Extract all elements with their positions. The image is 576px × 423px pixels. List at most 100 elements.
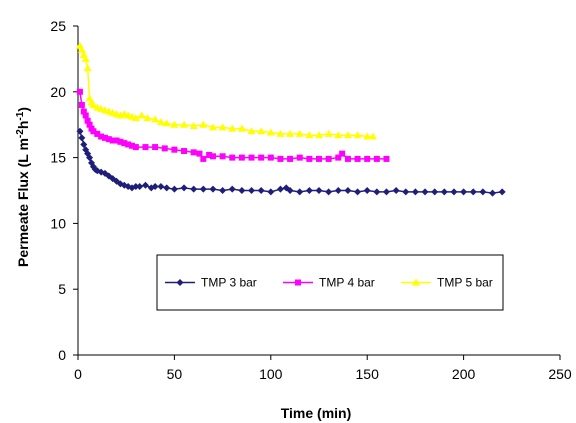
data-point — [190, 185, 198, 193]
data-point — [411, 188, 419, 196]
data-point — [180, 184, 188, 192]
data-point — [101, 134, 108, 141]
y-tick-label: 15 — [50, 150, 66, 166]
data-point — [344, 155, 351, 162]
data-point — [200, 155, 207, 162]
data-point — [228, 185, 236, 193]
data-point — [286, 187, 294, 194]
data-point — [498, 188, 506, 196]
x-tick-label: 250 — [548, 366, 572, 382]
data-point — [315, 131, 323, 139]
x-tick-label: 200 — [452, 366, 476, 382]
data-point — [117, 138, 124, 145]
y-axis-title-sup1: -2 — [15, 129, 26, 138]
data-point — [450, 188, 458, 196]
data-point — [143, 114, 152, 122]
data-point — [335, 154, 342, 161]
legend: TMP 3 bar TMP 4 bar TMP 5 bar — [156, 254, 504, 311]
data-point — [368, 132, 377, 140]
data-point — [229, 154, 236, 161]
y-axis-title-end: ) — [15, 107, 31, 112]
series-line — [79, 91, 387, 160]
data-point — [353, 131, 362, 139]
series-3 — [75, 41, 377, 140]
y-axis-title-mid: h — [15, 121, 31, 130]
legend-label: TMP 5 bar — [437, 276, 493, 290]
data-point — [84, 117, 91, 124]
legend-item: TMP 3 bar — [165, 276, 257, 290]
data-point — [94, 130, 101, 137]
data-point — [383, 155, 390, 162]
data-point — [277, 155, 284, 162]
data-point — [315, 187, 323, 194]
data-point — [334, 187, 342, 194]
data-point — [82, 112, 89, 119]
data-point — [364, 155, 371, 162]
data-point — [199, 185, 207, 193]
y-tick-label: 10 — [50, 215, 66, 231]
data-point — [296, 188, 304, 196]
data-point — [237, 124, 246, 132]
data-point — [105, 136, 112, 143]
data-point — [247, 127, 256, 135]
data-point — [325, 188, 333, 196]
data-point — [286, 129, 295, 137]
data-point — [189, 122, 198, 130]
x-tick-label: 150 — [356, 366, 380, 382]
data-point — [77, 45, 86, 53]
data-point — [343, 131, 352, 139]
data-point — [295, 129, 304, 137]
data-point — [208, 123, 217, 131]
data-point — [440, 188, 448, 196]
data-point — [132, 183, 140, 191]
data-point — [121, 140, 128, 147]
data-point — [258, 154, 265, 161]
data-point — [180, 120, 189, 128]
data-point — [137, 111, 146, 119]
legend-marker — [412, 278, 420, 286]
legend-box — [156, 254, 504, 311]
data-point — [80, 108, 87, 115]
data-point — [287, 155, 294, 162]
data-point — [98, 133, 105, 140]
y-axis-title-sup2: -1 — [15, 111, 26, 120]
plot-series — [75, 41, 506, 197]
data-point — [86, 154, 94, 162]
data-point — [373, 188, 381, 196]
data-point — [151, 183, 159, 191]
y-axis-title: Permeate Flux (L m-2h-1) — [15, 107, 31, 267]
data-point — [489, 189, 497, 197]
data-point — [238, 187, 246, 194]
x-axis-title: Time (min) — [281, 405, 352, 421]
series-line — [79, 45, 373, 138]
data-point — [363, 187, 371, 194]
data-point — [373, 155, 380, 162]
data-point — [196, 150, 203, 157]
data-point — [78, 134, 86, 142]
data-point — [248, 154, 255, 161]
data-point — [266, 128, 275, 136]
data-point — [125, 141, 132, 148]
y-tick-label: 5 — [58, 281, 66, 297]
y-tick-label: 20 — [50, 84, 66, 100]
data-point — [460, 188, 468, 196]
x-tick-label: 100 — [259, 366, 283, 382]
data-point — [132, 144, 139, 151]
data-point — [162, 119, 171, 127]
data-point — [334, 131, 343, 139]
data-point — [83, 64, 92, 72]
data-point — [141, 181, 149, 189]
data-point — [170, 120, 179, 128]
legend-label: TMP 4 bar — [319, 276, 375, 290]
data-point — [80, 140, 88, 148]
series-line — [79, 131, 503, 194]
data-point — [199, 120, 208, 128]
data-point — [170, 185, 178, 193]
x-tick-label: 0 — [74, 366, 82, 382]
data-point — [206, 151, 213, 158]
data-point — [305, 187, 313, 194]
y-tick-label: 0 — [58, 347, 66, 363]
data-point — [76, 127, 84, 135]
data-point — [354, 155, 361, 162]
